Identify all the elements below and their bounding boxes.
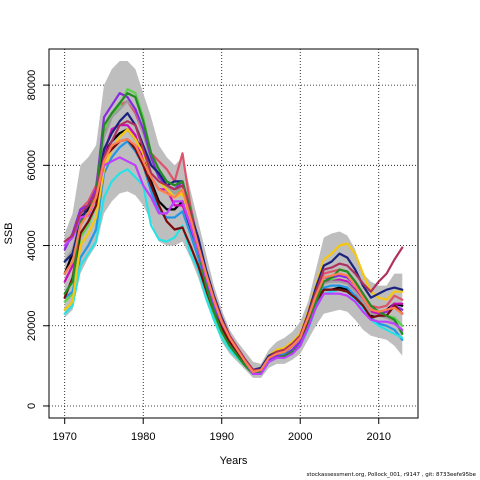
- series-line-15: [63, 138, 404, 373]
- footer-credit: stockassessment.org, Pollock_001, r9147 …: [306, 472, 476, 478]
- y-tick-label: 60000: [26, 150, 38, 181]
- x-tick-label: 1980: [131, 431, 155, 443]
- x-axis-title: Years: [220, 455, 248, 467]
- x-tick-label: 2010: [367, 431, 391, 443]
- series-line-4: [63, 140, 404, 373]
- y-tick-label: 20000: [26, 310, 38, 341]
- y-tick-label: 40000: [26, 230, 38, 261]
- x-axis: 1970 1980 1990 2000 2010: [52, 418, 391, 443]
- series-line-12: [63, 91, 404, 375]
- x-tick-label: 1990: [209, 431, 233, 443]
- x-tick-label: 1970: [52, 431, 76, 443]
- y-tick-label: 0: [26, 403, 38, 409]
- series-lines: [63, 87, 404, 375]
- plot-frame: [48, 48, 419, 419]
- x-tick-label: 2000: [288, 431, 312, 443]
- y-axis: 0 20000 40000 60000 80000: [26, 70, 49, 409]
- y-axis-title: SSB: [3, 222, 15, 244]
- y-tick-label: 80000: [26, 70, 38, 101]
